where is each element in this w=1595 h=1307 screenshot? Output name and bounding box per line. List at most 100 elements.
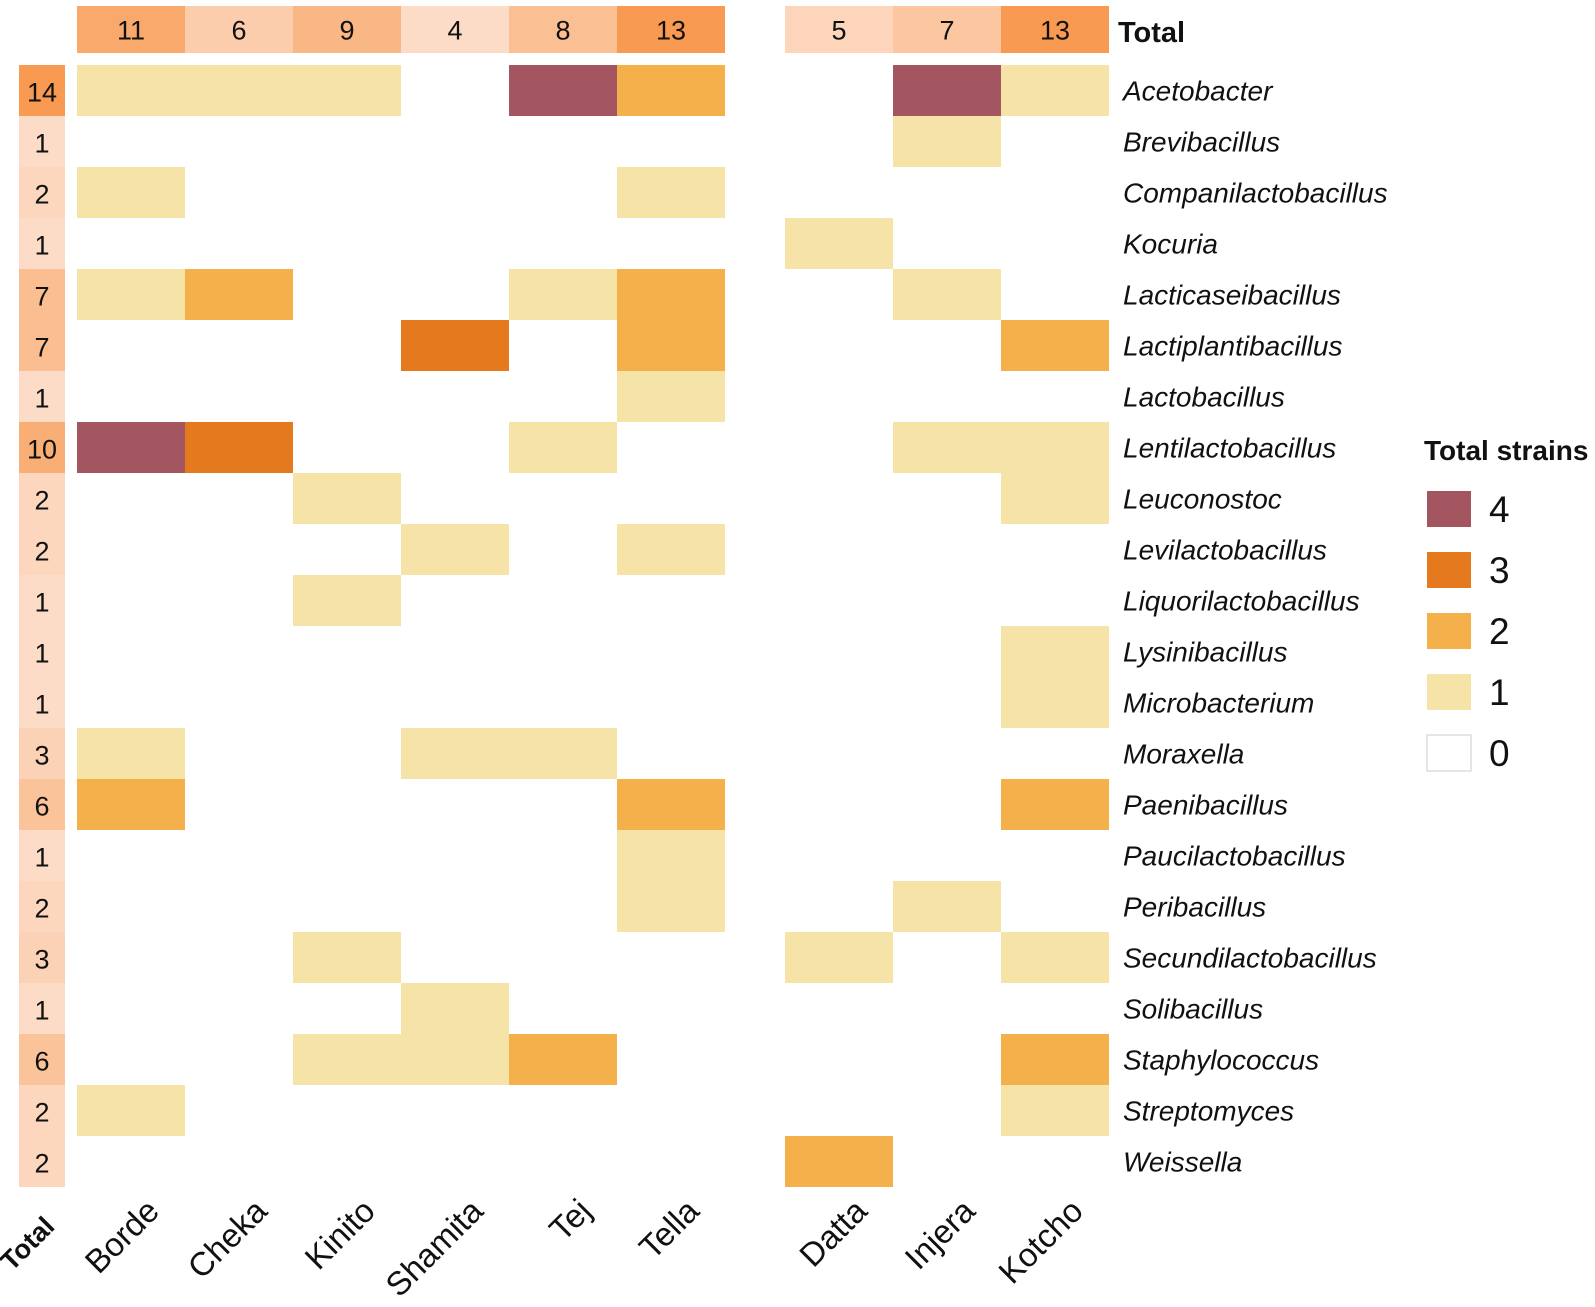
heatmap-cell (509, 269, 617, 320)
column-total-value: 9 (339, 16, 354, 46)
heatmap-cell (1001, 422, 1109, 473)
heatmap-cell (617, 881, 725, 932)
heatmap-cell (509, 65, 617, 116)
column-total-value: 7 (939, 16, 954, 46)
row-total-value: 6 (34, 1047, 49, 1077)
heatmap-cell (401, 728, 509, 779)
genus-label: Leuconostoc (1123, 484, 1282, 515)
legend-swatch (1427, 674, 1471, 710)
column-total-cell (1001, 6, 1109, 53)
row-total-cell (19, 422, 65, 473)
legend-swatch (1427, 613, 1471, 649)
heatmap-cell (617, 371, 725, 422)
column-total-value: 8 (555, 16, 570, 46)
column-total-value: 11 (117, 16, 145, 46)
genus-label: Paucilactobacillus (1123, 841, 1346, 872)
column-label: Injera (897, 1191, 982, 1276)
genus-label: Liquorilactobacillus (1123, 586, 1360, 617)
row-total-value: 1 (34, 690, 49, 720)
row-total-cell (19, 881, 65, 932)
heatmap-cell (401, 524, 509, 575)
row-total-cell (19, 473, 65, 524)
genus-label: Lacticaseibacillus (1123, 280, 1341, 311)
row-total-cell (19, 626, 65, 677)
row-total-cell (19, 371, 65, 422)
row-total-value: 1 (34, 639, 49, 669)
legend-swatch (1427, 552, 1471, 588)
genus-label: Moraxella (1123, 739, 1244, 770)
genus-label: Solibacillus (1123, 994, 1263, 1025)
column-total-value: 13 (656, 16, 686, 46)
row-total-cell (19, 575, 65, 626)
row-total-value: 1 (34, 129, 49, 159)
heatmap-cell (185, 65, 293, 116)
heatmap-cell (893, 116, 1001, 167)
heatmap-cell (77, 65, 185, 116)
row-total-cell (19, 983, 65, 1034)
column-totals-strip: 11 6 9 4 8 13 5 7 13 (77, 6, 1109, 53)
genus-label: Paenibacillus (1123, 790, 1288, 821)
genus-label: Lysinibacillus (1123, 637, 1287, 668)
column-total-cell (893, 6, 1001, 53)
heatmap-cell (185, 422, 293, 473)
column-label: Kinito (297, 1192, 382, 1277)
row-total-value: 10 (27, 435, 57, 465)
heatmap-cell (785, 1136, 893, 1187)
column-label: Tej (542, 1192, 598, 1248)
column-label: Borde (78, 1192, 166, 1280)
column-label: Datta (792, 1191, 874, 1273)
column-total-cell (617, 6, 725, 53)
row-total-cell (19, 728, 65, 779)
row-total-value: 1 (34, 843, 49, 873)
heatmap-cell (1001, 320, 1109, 371)
row-total-cell (19, 1085, 65, 1136)
legend-label: 2 (1489, 611, 1510, 652)
row-total-value: 1 (34, 384, 49, 414)
heatmap-cell (293, 65, 401, 116)
heatmap-cell (893, 422, 1001, 473)
row-total-cell (19, 218, 65, 269)
heatmap-cell (77, 1085, 185, 1136)
legend-title: Total strains (1424, 435, 1588, 466)
row-total-cell (19, 269, 65, 320)
heatmap-cell (77, 269, 185, 320)
heatmap-cell (1001, 473, 1109, 524)
row-total-cell (19, 167, 65, 218)
heatmap-cell (77, 167, 185, 218)
heatmap-cell (1001, 779, 1109, 830)
row-total-cell (19, 779, 65, 830)
column-label: Kotcho (991, 1192, 1090, 1291)
genus-label: Companilactobacillus (1123, 178, 1388, 209)
genus-label: Streptomyces (1123, 1096, 1294, 1127)
row-total-cell (19, 320, 65, 371)
row-total-cell (19, 1034, 65, 1085)
row-total-value: 14 (27, 78, 57, 108)
row-total-cell (19, 1136, 65, 1187)
legend-label: 4 (1489, 489, 1510, 530)
column-total-value: 13 (1040, 16, 1070, 46)
heatmap-cell (617, 779, 725, 830)
column-total-cell (293, 6, 401, 53)
row-total-cell (19, 524, 65, 575)
column-total-cell (185, 6, 293, 53)
row-total-value: 2 (34, 894, 49, 924)
row-total-value: 3 (34, 945, 49, 975)
legend: Total strains 4 3 2 1 0 (1424, 435, 1588, 774)
legend-label: 0 (1489, 733, 1510, 774)
column-label: Shamita (378, 1191, 490, 1303)
heatmap-cell (1001, 1085, 1109, 1136)
heatmap-cell (401, 320, 509, 371)
row-total-value: 2 (34, 537, 49, 567)
row-total-value: 7 (34, 282, 49, 312)
column-total-cell (785, 6, 893, 53)
heatmap-cell (401, 983, 509, 1034)
column-total-value: 4 (447, 16, 462, 46)
row-total-cell (19, 116, 65, 167)
genus-label: Weissella (1123, 1147, 1242, 1178)
heatmap-cell (893, 65, 1001, 116)
genus-label: Lentilactobacillus (1123, 433, 1336, 464)
row-total-value: 3 (34, 741, 49, 771)
heatmap-cell (293, 1034, 401, 1085)
column-total-value: 5 (831, 16, 846, 46)
